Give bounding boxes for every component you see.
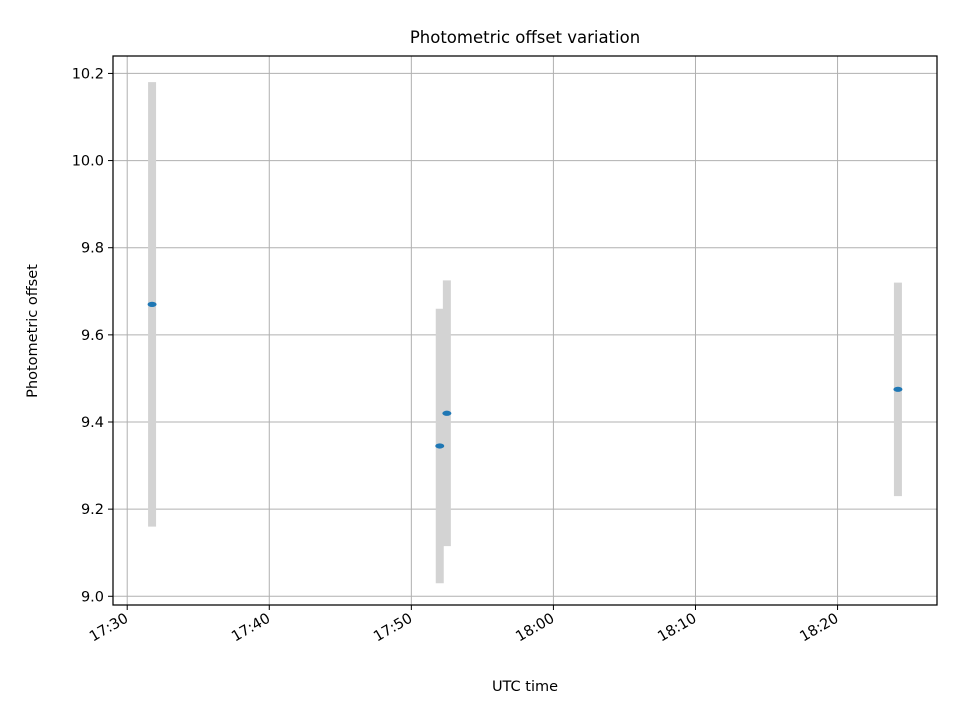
data-point <box>893 386 903 392</box>
axes-frame <box>112 55 938 606</box>
y-tick-label: 9.4 <box>81 415 104 431</box>
y-tick-label: 9.8 <box>81 241 104 257</box>
y-tick-label: 10.0 <box>72 154 104 170</box>
y-tick-label: 9.2 <box>81 502 104 518</box>
data-point <box>442 410 452 416</box>
y-tick-label: 9.0 <box>81 589 104 605</box>
data-point <box>435 443 445 449</box>
chart-title: Photometric offset variation <box>410 28 640 47</box>
x-axis-label: UTC time <box>492 679 558 695</box>
data-point <box>147 301 157 307</box>
grid <box>113 56 937 605</box>
data-points <box>147 301 903 449</box>
y-tick-label: 9.6 <box>81 328 104 344</box>
y-tick-label: 10.2 <box>72 66 104 82</box>
y-axis-ticks: 9.0 9.2 9.4 9.6 9.8 10.0 10.2 <box>72 66 113 605</box>
y-axis-label: Photometric offset <box>25 264 41 398</box>
